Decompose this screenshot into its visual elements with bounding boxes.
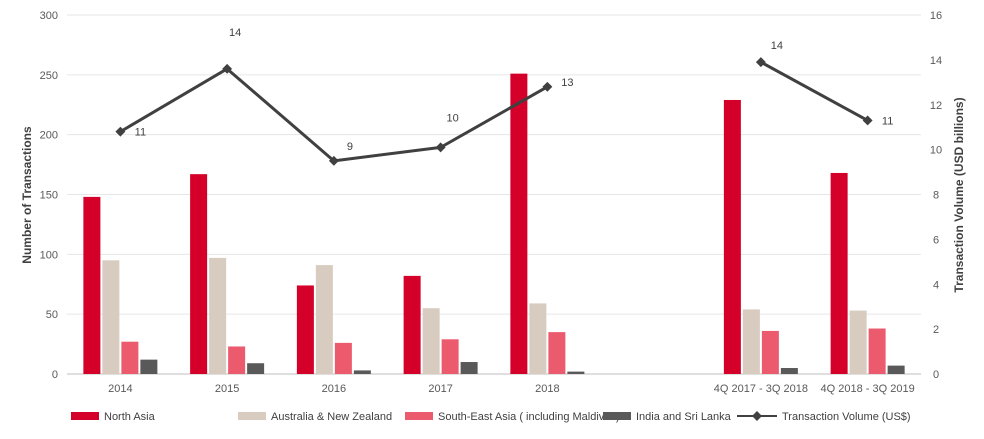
bar-series [83, 73, 905, 375]
bar [780, 368, 798, 374]
bar [140, 359, 158, 374]
y-tick-label: 100 [40, 249, 58, 261]
y2-tick-label: 16 [930, 10, 942, 22]
y2-tick-label: 12 [930, 100, 942, 112]
line-data-label: 14 [229, 27, 241, 39]
line-marker [542, 81, 553, 92]
y-tick-label: 300 [40, 10, 58, 22]
y2-tick-label: 10 [930, 145, 942, 157]
line-data-label: 13 [561, 77, 573, 89]
legend-label: India and Sri Lanka [636, 411, 732, 423]
line-series: 11 14 9 10 13 14 11 [115, 27, 893, 166]
legend-label: Australia & New Zealand [271, 411, 392, 423]
line-marker [755, 57, 766, 68]
y2-tick-label: 8 [933, 190, 939, 202]
line-data-label: 11 [135, 127, 146, 139]
bar [209, 257, 227, 374]
bar [567, 371, 585, 374]
legend-label: South-East Asia ( including Maldives) [438, 411, 620, 423]
bar [529, 303, 547, 374]
line-marker [862, 115, 873, 126]
x-tick-label: 2017 [428, 383, 452, 395]
x-tick-label: 2016 [322, 383, 346, 395]
bar [849, 310, 867, 374]
x-tick-label: 2014 [108, 383, 132, 395]
line-marker [222, 63, 233, 74]
bar [761, 330, 779, 374]
bar [121, 341, 139, 374]
bar [403, 275, 421, 374]
legend-swatch [238, 412, 266, 420]
bar [334, 342, 352, 374]
x-tick-label: 2015 [215, 383, 239, 395]
y2-tick-label: 6 [933, 234, 939, 246]
legend: North Asia Australia & New Zealand South-E… [71, 411, 911, 423]
bar [247, 363, 265, 374]
line-data-label: 9 [347, 141, 353, 153]
y-tick-label: 0 [52, 369, 58, 381]
line-marker [328, 155, 339, 166]
bar [83, 196, 101, 374]
line-data-label: 10 [447, 112, 459, 124]
legend-label: North Asia [104, 411, 156, 423]
x-tick-label: 4Q 2018 - 3Q 2019 [821, 383, 915, 395]
legend-swatch [405, 412, 433, 420]
line-data-label: 11 [882, 115, 893, 127]
x-tick-label: 2018 [535, 383, 559, 395]
bar [228, 346, 246, 374]
y-axis-title: Number of Transactions [20, 126, 34, 264]
bar [353, 370, 371, 374]
legend-label: Transaction Volume (US$) [782, 411, 911, 423]
bar [868, 328, 886, 374]
y-tick-label: 150 [40, 190, 58, 202]
y2-tick-label: 14 [930, 55, 942, 67]
bar [315, 265, 333, 374]
line-marker [115, 126, 126, 137]
legend-swatch [603, 412, 631, 420]
volume-line [760, 60, 869, 122]
bar [460, 362, 478, 374]
y2-tick-label: 4 [933, 279, 939, 291]
volume-line [119, 67, 549, 163]
bar [441, 339, 459, 374]
bar [296, 285, 314, 374]
bar [102, 260, 120, 374]
legend-swatch [71, 412, 99, 420]
y2-axis-title: Transaction Volume (USD billions) [952, 97, 966, 292]
y2-tick-label: 2 [933, 324, 939, 336]
y-tick-label: 200 [40, 130, 58, 142]
bar [422, 308, 440, 374]
bar [510, 73, 528, 375]
legend-marker [752, 411, 762, 421]
y2-tick-label: 0 [933, 369, 939, 381]
bar [887, 365, 905, 374]
bar [190, 174, 208, 374]
line-data-label: 14 [771, 40, 783, 52]
bar [723, 99, 741, 375]
axes: 0 50 100 150 200 250 300 0 2 4 6 8 10 12 14 16 2014 2015 2… [40, 10, 942, 395]
y-tick-label: 50 [46, 309, 58, 321]
bar [830, 172, 848, 374]
line-marker [435, 142, 446, 153]
bar [742, 309, 760, 374]
y-tick-label: 250 [40, 70, 58, 82]
x-tick-label: 4Q 2017 - 3Q 2018 [714, 383, 808, 395]
bar [548, 332, 566, 374]
